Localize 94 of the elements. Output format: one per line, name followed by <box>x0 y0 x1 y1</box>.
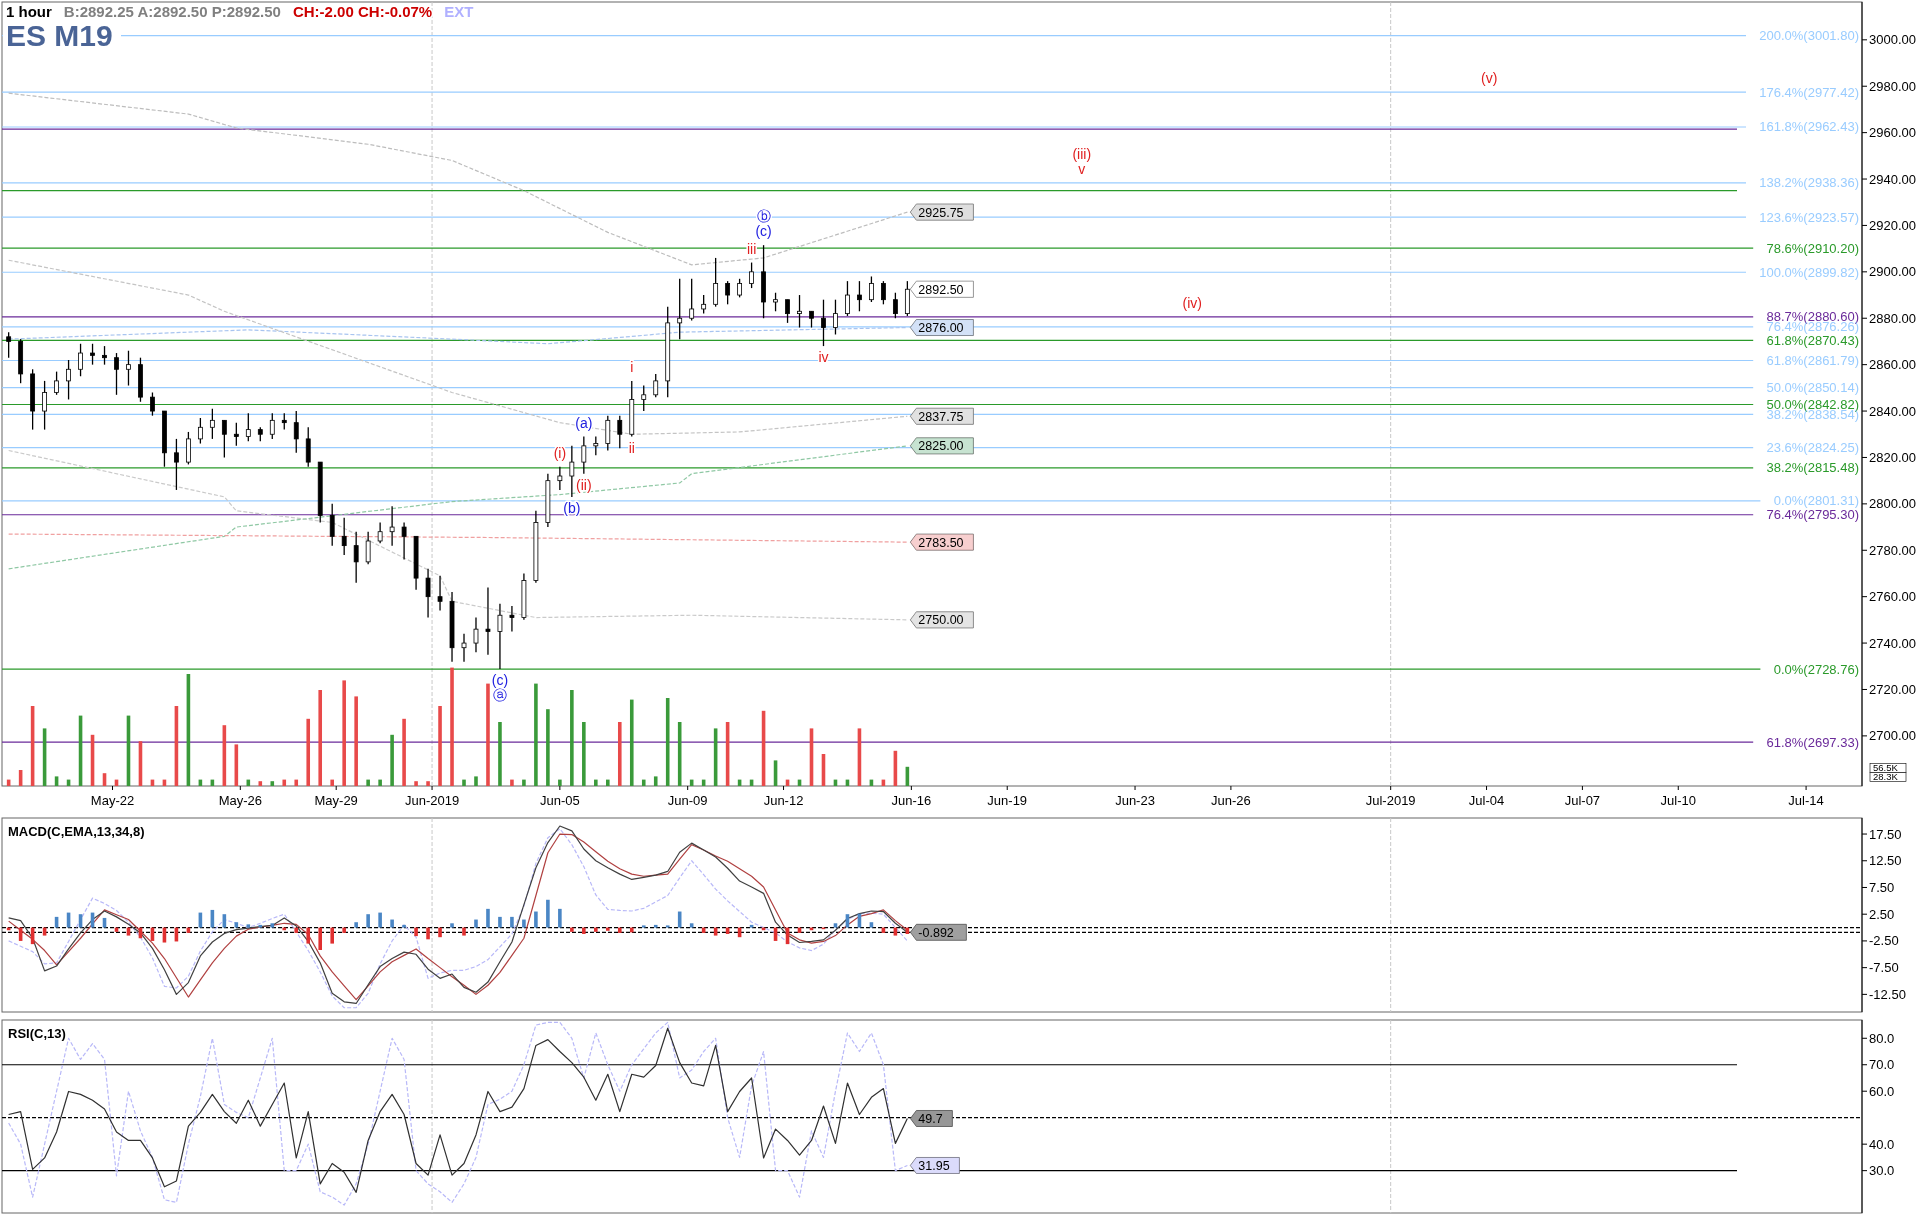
ref-line-label: 200.0%(3001.80) <box>1759 28 1859 44</box>
ref-line-label: 176.4%(2977.42) <box>1759 84 1859 100</box>
annotation: (a) <box>575 414 593 431</box>
x-tick-label: Jun-2019 <box>404 793 460 808</box>
annotation: 49.7 <box>918 1111 943 1126</box>
y-tick-label: 2.50 <box>1869 906 1895 922</box>
y2-tick-label: 28.3K <box>1873 771 1899 783</box>
x-tick-label: Jun-26 <box>1211 793 1251 808</box>
annotation: (b) <box>563 499 581 516</box>
annotation: i <box>630 358 634 375</box>
annotation: iv <box>818 349 829 366</box>
annotation: 2892.50 <box>918 282 964 297</box>
y-tick-label: 30.0 <box>1869 1163 1895 1179</box>
x-tick-label: Jul-10 <box>1660 793 1696 808</box>
annotation: (c) <box>755 223 772 240</box>
text: MACD(C,EMA,13,34,8) <box>8 824 145 839</box>
x-tick-label: May-29 <box>314 793 358 808</box>
y-tick-label: -12.50 <box>1869 986 1906 1002</box>
x-tick-label: Jul-07 <box>1564 793 1601 808</box>
x-tick-label: Jun-12 <box>763 793 804 808</box>
x-tick-label: Jul-04 <box>1468 793 1505 808</box>
y-tick-label: 2900.00 <box>1869 264 1916 280</box>
ref-line-label: 161.8%(2962.43) <box>1759 119 1859 135</box>
ref-line-label: 61.8%(2861.79) <box>1766 353 1859 368</box>
y-tick-label: 2740.00 <box>1869 635 1916 651</box>
x-tick-label: Jun-19 <box>987 793 1028 808</box>
y-tick-label: 2980.00 <box>1869 78 1916 94</box>
y-tick-label: 2920.00 <box>1869 217 1916 233</box>
y-tick-label: -2.50 <box>1869 933 1899 949</box>
annotation: 2825.00 <box>918 439 964 454</box>
y2-tick-label: 56.5K <box>1873 762 1899 774</box>
annotation: 2783.50 <box>918 535 964 550</box>
annotation: (i) <box>553 444 567 461</box>
y-tick-label: 70.0 <box>1869 1057 1895 1073</box>
ref-line-label: 38.2%(2815.48) <box>1766 460 1859 476</box>
y-tick-label: 2780.00 <box>1869 542 1916 558</box>
ref-line-label: 138.2%(2938.36) <box>1759 175 1859 191</box>
y-tick-label: 60.0 <box>1869 1083 1895 1099</box>
annotation: ⓑ <box>756 208 771 225</box>
annotation: (ii) <box>576 476 592 493</box>
y-tick-label: 2700.00 <box>1869 728 1916 744</box>
y-tick-label: 2880.00 <box>1869 310 1916 326</box>
annotation: CH:-2.00 CH:-0.07% <box>292 3 433 20</box>
annotation: 31.95 <box>918 1158 950 1173</box>
chart-subtitle: 1 hour <box>6 3 52 20</box>
annotation: (c) <box>491 672 509 689</box>
ref-line-label: 50.0%(2842.82) <box>1766 397 1859 413</box>
ref-line-label: 0.0%(2801.31) <box>1773 493 1859 509</box>
annotation: (iv) <box>1182 294 1203 311</box>
y-tick-label: 3000.00 <box>1869 32 1916 48</box>
ref-line-label: 61.8%(2697.33) <box>1766 734 1859 750</box>
x-tick-label: Jun-16 <box>891 793 932 808</box>
annotation: 2837.75 <box>918 409 964 424</box>
x-tick-label: Jul-2019 <box>1365 793 1416 808</box>
x-tick-label: May-22 <box>90 793 135 808</box>
ref-line-label: 23.6%(2824.25) <box>1766 440 1859 456</box>
annotation: 2925.75 <box>918 205 964 220</box>
y-tick-label: 12.50 <box>1869 853 1902 869</box>
y-tick-label: 40.0 <box>1869 1136 1895 1152</box>
y-tick-label: 2940.00 <box>1869 171 1916 187</box>
ref-line-label: 50.0%(2850.14) <box>1766 380 1859 396</box>
annotation: ii <box>628 439 635 456</box>
y-tick-label: 2800.00 <box>1869 496 1916 512</box>
ref-line-label: 123.6%(2923.57) <box>1759 209 1859 225</box>
annotation: (v) <box>1481 70 1498 87</box>
ref-line-label: 100.0%(2899.82) <box>1759 264 1859 280</box>
annotation: (iii) <box>1072 145 1092 162</box>
x-tick-label: Jun-23 <box>1115 793 1155 808</box>
annotation: -0.892 <box>918 925 954 940</box>
y-tick-label: 80.0 <box>1869 1030 1895 1046</box>
ref-line-label: 78.6%(2910.20) <box>1766 240 1859 256</box>
text: RSI(C,13) <box>8 1026 66 1041</box>
annotation: 2750.00 <box>918 613 964 628</box>
annotation: 2876.00 <box>918 321 964 336</box>
x-tick-label: Jun-09 <box>667 793 708 808</box>
y-tick-label: 17.50 <box>1869 826 1902 842</box>
annotation: ⓐ <box>492 687 507 704</box>
x-tick-label: Jul-14 <box>1788 793 1824 808</box>
y-tick-label: 2820.00 <box>1869 449 1916 465</box>
annotation: B:2892.25 A:2892.50 P:2892.50 <box>63 3 281 20</box>
annotation: EXT <box>444 3 474 20</box>
annotation: v <box>1078 160 1086 177</box>
x-tick-label: May-26 <box>218 793 262 808</box>
y-tick-label: 7.50 <box>1869 879 1895 895</box>
y-tick-label: 2720.00 <box>1869 681 1916 697</box>
ref-line-label: 76.4%(2795.30) <box>1766 507 1859 523</box>
y-tick-label: 2960.00 <box>1869 125 1916 141</box>
ref-line-label: 0.0%(2728.76) <box>1773 661 1859 677</box>
y-tick-label: 2760.00 <box>1869 589 1916 605</box>
y-tick-label: 2860.00 <box>1869 357 1916 373</box>
x-tick-label: Jun-05 <box>539 793 580 808</box>
text: ES M19 <box>6 19 113 52</box>
y-tick-label: -7.50 <box>1869 960 1899 976</box>
y-tick-label: 2840.00 <box>1869 403 1916 419</box>
